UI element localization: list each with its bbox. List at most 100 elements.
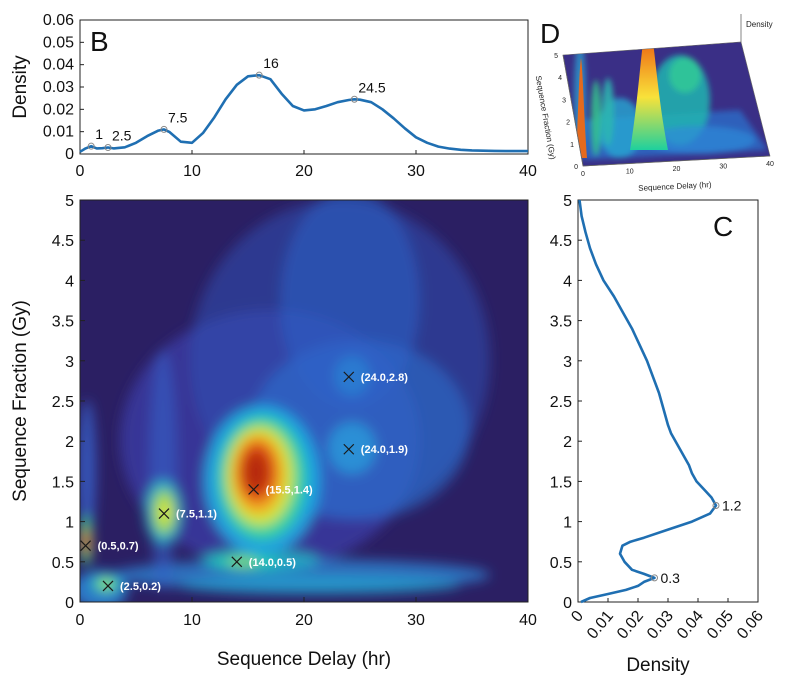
panel-c-letter: C — [713, 211, 733, 242]
heatmap-xtick-label: 30 — [407, 612, 425, 629]
panel-d-ytick-label: 5 — [554, 53, 558, 60]
panel-d-xlabel: Sequence Delay (hr) — [638, 180, 712, 193]
panel-c-ytick-label: 1.5 — [550, 474, 572, 491]
panel-c-peak-label: 1.2 — [722, 498, 742, 514]
heatmap-ytick-label: 1 — [65, 515, 74, 532]
heatmap-ytick-label: 2.5 — [52, 394, 74, 411]
heatmap-peak-label: (7.5,1.1) — [176, 509, 217, 521]
heatmap-peak-label: (0.5,0.7) — [98, 541, 139, 553]
panel-c-ytick-label: 0 — [563, 595, 572, 612]
heatmap-ytick-label: 4 — [65, 273, 74, 290]
heatmap-ytick-label: 5 — [65, 193, 74, 210]
panel-d-ytick-label: 3 — [562, 97, 566, 104]
panel-c-ytick-label: 0.5 — [550, 555, 572, 572]
panel-d-ytick-label: 0 — [574, 164, 578, 171]
panel-d-zlabel: Density — [746, 20, 773, 29]
panel-c-peaks: 0.3 1.2 — [651, 498, 742, 586]
panel-c-peak-label: 0.3 — [661, 570, 681, 586]
panel-d-x-axis — [582, 155, 771, 167]
panel-c-density-curve — [578, 199, 718, 604]
panel-b-ytick-label: 0.01 — [43, 124, 74, 141]
panel-b-xtick-label: 40 — [519, 163, 537, 180]
panel-c-xtick-label: 0.01 — [584, 608, 617, 643]
panel-c-xlabel: Density — [626, 655, 690, 676]
panel-c-peak-marker — [651, 574, 658, 582]
panel-d-xtick-label: 20 — [673, 166, 681, 173]
panel-b-ytick-label: 0.05 — [43, 34, 74, 51]
panel-c-ytick-label: 4.5 — [550, 233, 572, 250]
heatmap-peak-label: (14.0,0.5) — [249, 557, 296, 569]
panel-d-ticks: 0 10 20 30 40 0 1 2 3 4 5 — [554, 53, 774, 178]
panel-b-density-curve — [79, 73, 528, 153]
panel-b-ytick-label: 0.04 — [43, 57, 74, 74]
heatmap-xtick-label: 20 — [295, 612, 313, 629]
panel-b: 0 10 20 30 40 0 0.01 0.02 0.03 0.04 0.05 0.06 1 2.5 7… — [10, 12, 537, 180]
panel-b-peak-marker — [255, 71, 263, 79]
heatmap-image — [80, 200, 528, 602]
panel-c-ticks: 00.010.020.030.040.050.0600.511.522.533.… — [550, 193, 767, 642]
panel-d-y-axis — [562, 54, 584, 167]
panel-b-plot-area — [80, 20, 528, 154]
panel-c-peak-marker — [712, 502, 720, 510]
heatmap-peak-marker — [343, 371, 355, 383]
heatmap-peak-marker — [102, 580, 114, 592]
heatmap-peak-marker — [343, 443, 355, 455]
panel-c-xtick-label: 0.02 — [614, 608, 647, 643]
panel-d-xtick-label: 10 — [626, 169, 634, 176]
heatmap-ticks: 0 10 20 30 40 0 0.5 1 1.5 2 2.5 3 3.5 4 4.5 5 — [52, 193, 537, 629]
panel-b-peak-label: 16 — [263, 55, 279, 71]
panel-b-peak-label: 1 — [95, 126, 103, 142]
heatmap-peak-marker — [248, 484, 260, 495]
heatmap-xtick-label: 40 — [519, 612, 537, 629]
panel-c-ytick-label: 2 — [563, 434, 572, 451]
heatmap-ylabel: Sequence Fraction (Gy) — [10, 300, 31, 502]
panel-c-ytick-label: 1 — [563, 515, 572, 532]
heatmap-peak-marker — [158, 508, 170, 519]
panel-b-ytick-label: 0.02 — [43, 101, 74, 118]
panel-b-xtick-label: 20 — [295, 163, 313, 180]
panel-d-letter: D — [540, 18, 560, 49]
heatmap-peak-label: (2.5,0.2) — [120, 581, 161, 593]
panel-b-peaks: 1 2.5 7.5 16 24.5 — [87, 55, 386, 152]
panel-b-ticks: 0 10 20 30 40 0 0.01 0.02 0.03 0.04 0.05 0.06 — [43, 12, 537, 180]
panel-c: 00.010.020.030.040.050.0600.511.522.533.… — [550, 193, 767, 676]
heatmap-xtick-label: 0 — [76, 612, 85, 629]
panel-b-peak-label: 24.5 — [358, 79, 385, 95]
panel-b-peak-label: 7.5 — [168, 109, 188, 125]
panel-b-ylabel: Density — [10, 55, 31, 119]
panel-d-ylabel: Sequence Fraction (Gy) — [534, 75, 558, 161]
heatmap-ytick-label: 4.5 — [52, 233, 74, 250]
panel-c-xtick-label: 0.05 — [704, 608, 737, 643]
heatmap-peak-label: (15.5,1.4) — [266, 484, 313, 496]
heatmap-xlabel: Sequence Delay (hr) — [217, 649, 391, 670]
heatmap-peak-label: (24.0,1.9) — [361, 444, 408, 456]
panel-d-xtick-label: 0 — [581, 171, 585, 178]
panel-d-xtick-label: 30 — [719, 164, 727, 171]
panel-d-xtick-label: 40 — [766, 161, 774, 168]
panel-d: D Density — [534, 14, 774, 193]
panel-c-ytick-label: 3 — [563, 354, 572, 371]
panel-heatmap: 0 10 20 30 40 0 0.5 1 1.5 2 2.5 3 3.5 4 4.5 5 (0.5,0.7)… — [10, 193, 537, 670]
panel-d-ytick-label: 1 — [570, 142, 574, 149]
panel-b-peak-marker — [104, 144, 112, 152]
heatmap-peak-label: (24.0,2.8) — [361, 372, 408, 384]
panel-c-ytick-label: 4 — [563, 273, 572, 290]
panel-d-ytick-label: 2 — [566, 120, 570, 127]
panel-b-letter: B — [90, 26, 109, 57]
panel-d-ytick-label: 4 — [558, 75, 562, 82]
panel-c-xtick-label: 0.03 — [644, 608, 677, 643]
panel-d-surface — [562, 41, 771, 167]
heatmap-peak-marker — [80, 540, 92, 552]
panel-b-peak-marker — [350, 95, 358, 103]
heatmap-ytick-label: 3.5 — [52, 314, 74, 331]
panel-b-peak-marker — [160, 125, 168, 133]
panel-c-frame — [577, 199, 759, 603]
heatmap-peaks: (0.5,0.7) (2.5,0.2) (7.5,1.1) (14.0,0.5) (15… — [80, 371, 408, 593]
heatmap-ytick-label: 2 — [65, 434, 74, 451]
heatmap-ytick-label: 3 — [65, 354, 74, 371]
panel-c-xtick-label: 0.06 — [734, 608, 767, 643]
panel-b-ytick-label: 0.03 — [43, 79, 74, 96]
panel-b-ytick-label: 0.06 — [43, 12, 74, 29]
heatmap-ytick-label: 0.5 — [52, 555, 74, 572]
panel-b-ytick-label: 0 — [65, 146, 74, 163]
